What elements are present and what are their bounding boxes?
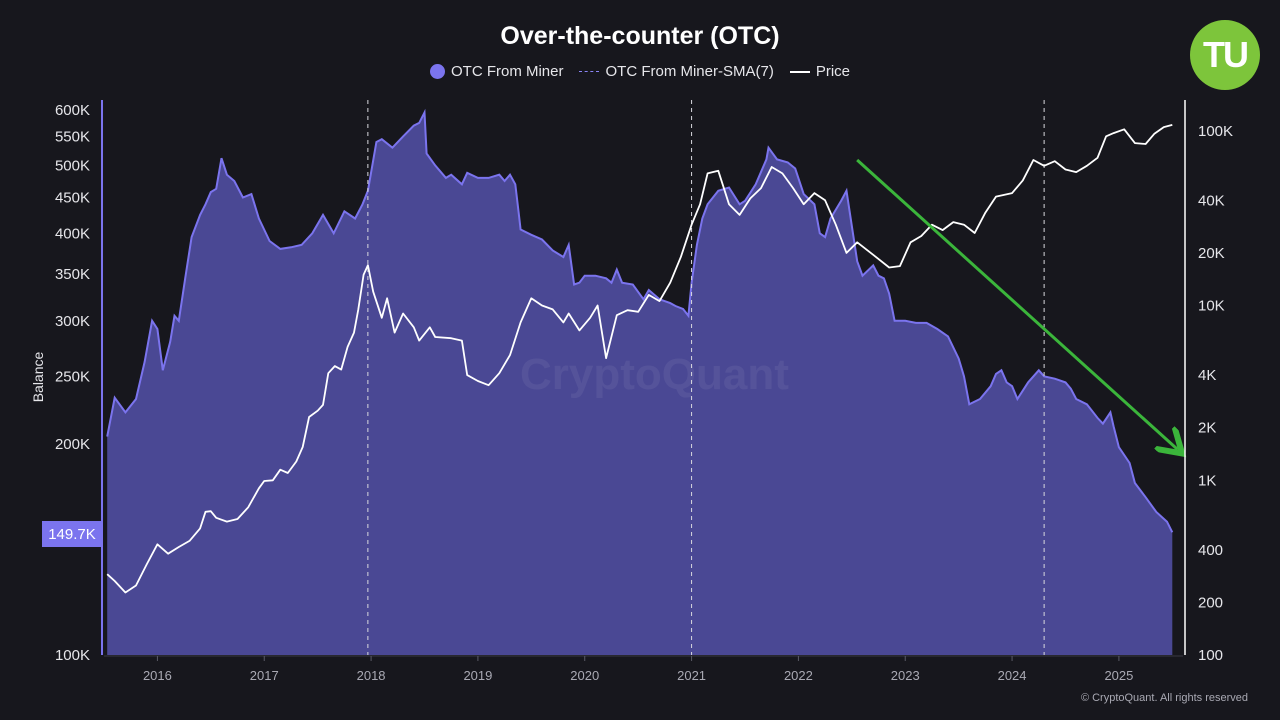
legend-label: OTC From Miner-SMA(7)	[605, 63, 774, 80]
y-tick-label: 500K	[55, 157, 90, 174]
legend-label: Price	[815, 63, 851, 80]
y2-tick-label: 400	[1198, 542, 1223, 559]
y-tick-label: 550K	[55, 128, 90, 145]
legend-swatch-dashed	[579, 71, 600, 72]
chart-legend: OTC From Miner OTC From Miner-SMA(7) Pri…	[0, 63, 1280, 80]
logo-text: TU	[1203, 34, 1249, 75]
x-tick-label: 2022	[784, 668, 813, 683]
legend-swatch-line	[789, 70, 810, 73]
legend-item-otc-from-miner[interactable]: OTC From Miner	[429, 63, 564, 80]
last-value-badge: 149.7K	[42, 521, 102, 547]
trend-arrow-annotation	[856, 158, 1177, 449]
x-tick-label: 2017	[250, 668, 279, 683]
y-tick-label: 300K	[55, 313, 90, 330]
chart-title: Over-the-counter (OTC)	[500, 22, 780, 50]
line-series-price	[106, 124, 1173, 594]
watermark: CryptoQuant	[520, 350, 789, 399]
y2-tick-label: 10K	[1198, 298, 1225, 315]
legend-item-otc-sma[interactable]: OTC From Miner-SMA(7)	[579, 63, 774, 80]
legend-swatch-area	[429, 64, 445, 79]
y2-tick-label: 200	[1198, 594, 1223, 611]
legend-item-price[interactable]: Price	[789, 63, 851, 80]
x-tick-label: 2018	[357, 668, 386, 683]
x-tick-label: 2020	[570, 668, 599, 683]
y2-tick-label: 2K	[1198, 420, 1216, 437]
y2-tick-label: 4K	[1198, 367, 1216, 384]
x-tick-label: 2016	[143, 668, 172, 683]
area-series-otc-from-miner	[107, 112, 1173, 655]
y2-tick-label: 40K	[1198, 192, 1225, 209]
copyright-notice: © CryptoQuant. All rights reserved	[1080, 692, 1248, 704]
y2-tick-label: 1K	[1198, 472, 1216, 489]
x-tick-label: 2019	[463, 668, 492, 683]
brand-logo: TU	[1190, 20, 1260, 90]
x-tick-label: 2024	[998, 668, 1027, 683]
y-tick-label: 200K	[55, 436, 90, 453]
area-series-outline	[106, 108, 1174, 533]
x-tick-label: 2025	[1104, 668, 1133, 683]
y-tick-label: 450K	[55, 189, 90, 206]
y2-tick-label: 100	[1198, 647, 1223, 664]
y-axis-label: Balance	[30, 351, 46, 403]
y-tick-label: 400K	[55, 225, 90, 242]
y-tick-label: 350K	[55, 266, 90, 283]
y-tick-label: 250K	[55, 368, 90, 385]
y-tick-label: 100K	[55, 647, 90, 664]
legend-label: OTC From Miner	[450, 63, 564, 80]
y2-tick-label: 100K	[1198, 123, 1233, 140]
y2-tick-label: 20K	[1198, 245, 1225, 262]
x-tick-label: 2023	[891, 668, 920, 683]
x-tick-label: 2021	[677, 668, 706, 683]
y-tick-label: 600K	[55, 102, 90, 119]
